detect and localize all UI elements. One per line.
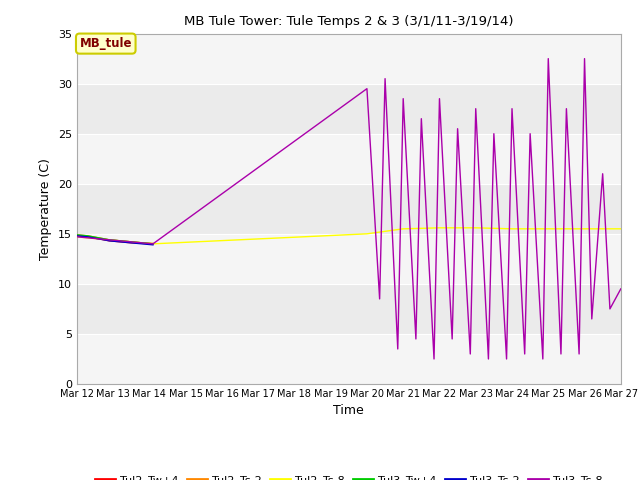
Title: MB Tule Tower: Tule Temps 2 & 3 (3/1/11-3/19/14): MB Tule Tower: Tule Temps 2 & 3 (3/1/11-…	[184, 15, 513, 28]
Text: MB_tule: MB_tule	[79, 37, 132, 50]
Y-axis label: Temperature (C): Temperature (C)	[39, 158, 52, 260]
Bar	[77, 334, 621, 384]
X-axis label: Time: Time	[333, 405, 364, 418]
Bar	[77, 134, 621, 184]
Bar	[77, 234, 621, 284]
Legend: Tul2_Tw+4, Tul2_Ts-2, Tul2_Ts-8, Tul3_Tw+4, Tul3_Ts-2, Tul3_Ts-8: Tul2_Tw+4, Tul2_Ts-2, Tul2_Ts-8, Tul3_Tw…	[91, 471, 607, 480]
Bar	[77, 34, 621, 84]
